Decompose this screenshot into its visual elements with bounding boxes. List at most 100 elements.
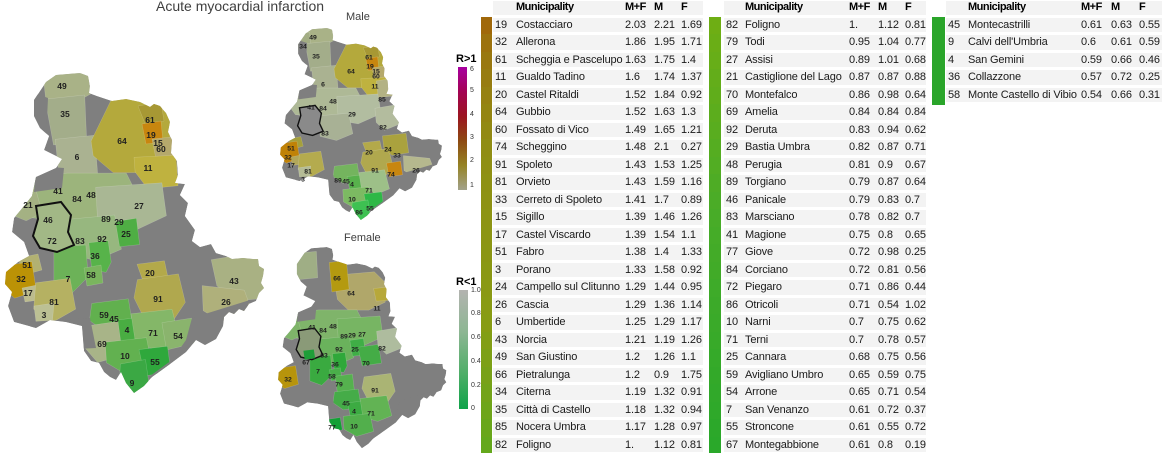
svg-text:55: 55 [366, 206, 374, 213]
svg-text:71: 71 [148, 328, 158, 338]
svg-text:35: 35 [312, 54, 320, 61]
svg-text:89: 89 [340, 334, 348, 341]
svg-text:6: 6 [75, 152, 80, 162]
svg-text:45: 45 [342, 401, 350, 408]
svg-text:48: 48 [86, 190, 96, 200]
svg-text:82: 82 [378, 346, 386, 353]
svg-text:29: 29 [114, 217, 124, 227]
svg-text:32: 32 [284, 155, 292, 162]
svg-text:21: 21 [23, 200, 33, 210]
svg-text:17: 17 [287, 163, 295, 170]
svg-text:74: 74 [387, 172, 395, 179]
svg-text:19: 19 [146, 130, 156, 140]
svg-text:7: 7 [66, 274, 71, 284]
svg-text:86: 86 [355, 210, 363, 217]
svg-text:91: 91 [371, 168, 379, 175]
svg-text:64: 64 [347, 69, 355, 76]
svg-text:58: 58 [86, 270, 96, 280]
svg-text:15: 15 [153, 138, 163, 148]
svg-text:20: 20 [365, 150, 373, 157]
svg-text:20: 20 [145, 268, 155, 278]
svg-text:36: 36 [90, 251, 100, 261]
svg-text:26: 26 [412, 168, 420, 175]
svg-text:15: 15 [372, 69, 380, 76]
svg-text:49: 49 [309, 35, 317, 42]
svg-text:69: 69 [97, 339, 107, 349]
svg-text:84: 84 [319, 106, 327, 113]
svg-text:36: 36 [331, 362, 339, 369]
svg-text:19: 19 [366, 64, 374, 71]
svg-text:81: 81 [49, 297, 59, 307]
svg-text:89: 89 [101, 214, 111, 224]
svg-text:92: 92 [97, 234, 107, 244]
svg-text:46: 46 [43, 215, 53, 225]
svg-text:64: 64 [117, 136, 127, 146]
svg-text:91: 91 [371, 388, 379, 395]
svg-text:3: 3 [301, 177, 305, 184]
svg-text:83: 83 [321, 131, 329, 138]
svg-text:49: 49 [57, 81, 67, 91]
svg-text:11: 11 [373, 306, 380, 313]
svg-text:11: 11 [144, 163, 153, 173]
svg-text:82: 82 [379, 125, 387, 132]
svg-text:4: 4 [350, 182, 354, 189]
svg-text:25: 25 [351, 347, 359, 354]
svg-text:10: 10 [120, 351, 130, 361]
svg-text:9: 9 [130, 378, 135, 388]
svg-text:83: 83 [320, 353, 328, 360]
svg-text:32: 32 [284, 377, 292, 384]
svg-text:59: 59 [99, 310, 109, 320]
svg-text:45: 45 [109, 314, 119, 324]
svg-text:92: 92 [335, 347, 343, 354]
svg-text:10: 10 [350, 424, 358, 431]
svg-text:26: 26 [221, 297, 231, 307]
svg-text:48: 48 [329, 324, 337, 331]
svg-text:55: 55 [150, 357, 160, 367]
svg-text:41: 41 [308, 325, 316, 332]
svg-text:41: 41 [53, 186, 63, 196]
svg-text:67: 67 [302, 360, 310, 367]
svg-text:84: 84 [72, 194, 82, 204]
svg-text:33: 33 [393, 153, 401, 160]
svg-text:70: 70 [362, 361, 370, 368]
svg-text:77: 77 [328, 425, 336, 432]
svg-text:43: 43 [229, 276, 239, 286]
svg-text:91: 91 [153, 294, 163, 304]
svg-text:79: 79 [335, 382, 343, 389]
svg-text:7: 7 [316, 369, 320, 376]
svg-text:85: 85 [378, 97, 386, 104]
svg-text:64: 64 [347, 291, 355, 298]
svg-text:4: 4 [352, 409, 356, 416]
svg-text:61: 61 [365, 55, 373, 62]
svg-text:84: 84 [319, 328, 327, 335]
svg-text:29: 29 [348, 333, 356, 340]
svg-text:4: 4 [125, 325, 130, 335]
svg-text:51: 51 [287, 146, 295, 153]
svg-text:27: 27 [134, 201, 144, 211]
svg-text:54: 54 [173, 331, 183, 341]
svg-text:17: 17 [23, 288, 33, 298]
svg-text:45: 45 [342, 179, 350, 186]
svg-text:61: 61 [145, 115, 155, 125]
svg-text:81: 81 [304, 169, 312, 176]
svg-text:72: 72 [47, 236, 57, 246]
svg-text:51: 51 [22, 260, 32, 270]
svg-text:66: 66 [333, 276, 341, 283]
svg-text:34: 34 [299, 44, 307, 51]
svg-text:48: 48 [329, 99, 337, 106]
svg-text:71: 71 [365, 188, 373, 195]
svg-text:24: 24 [384, 147, 392, 154]
svg-text:6: 6 [321, 82, 325, 89]
svg-text:27: 27 [358, 332, 366, 339]
svg-text:58: 58 [328, 374, 336, 381]
svg-text:60: 60 [372, 74, 380, 81]
svg-text:89: 89 [334, 178, 342, 185]
svg-text:25: 25 [121, 229, 131, 239]
svg-text:60: 60 [156, 144, 166, 154]
svg-text:10: 10 [348, 197, 356, 204]
svg-text:35: 35 [60, 109, 70, 119]
svg-text:41: 41 [307, 105, 315, 112]
svg-text:3: 3 [42, 310, 47, 320]
svg-text:32: 32 [16, 274, 26, 284]
svg-text:11: 11 [371, 84, 378, 91]
